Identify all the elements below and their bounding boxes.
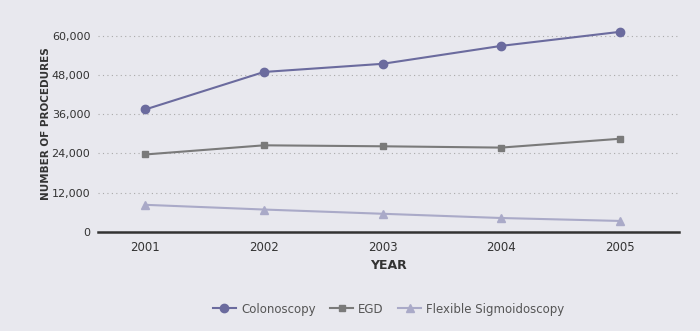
Y-axis label: NUMBER OF PROCEDURES: NUMBER OF PROCEDURES (41, 48, 51, 201)
Flexible Sigmoidoscopy (379, 212, 387, 216)
Line: Colonoscopy: Colonoscopy (141, 28, 624, 114)
Colonoscopy (379, 62, 387, 66)
Colonoscopy (141, 108, 150, 112)
X-axis label: YEAR: YEAR (370, 259, 407, 272)
Colonoscopy (260, 70, 268, 74)
Colonoscopy (497, 44, 505, 48)
Line: Flexible Sigmoidoscopy: Flexible Sigmoidoscopy (141, 201, 624, 225)
EGD (615, 137, 624, 141)
EGD (379, 144, 387, 148)
Line: EGD: EGD (142, 135, 623, 158)
EGD (141, 153, 150, 157)
Flexible Sigmoidoscopy (615, 219, 624, 223)
EGD (260, 143, 268, 147)
EGD (497, 146, 505, 150)
Flexible Sigmoidoscopy (260, 208, 268, 212)
Flexible Sigmoidoscopy (497, 216, 505, 220)
Colonoscopy (615, 30, 624, 34)
Flexible Sigmoidoscopy (141, 203, 150, 207)
Legend: Colonoscopy, EGD, Flexible Sigmoidoscopy: Colonoscopy, EGD, Flexible Sigmoidoscopy (208, 298, 569, 320)
